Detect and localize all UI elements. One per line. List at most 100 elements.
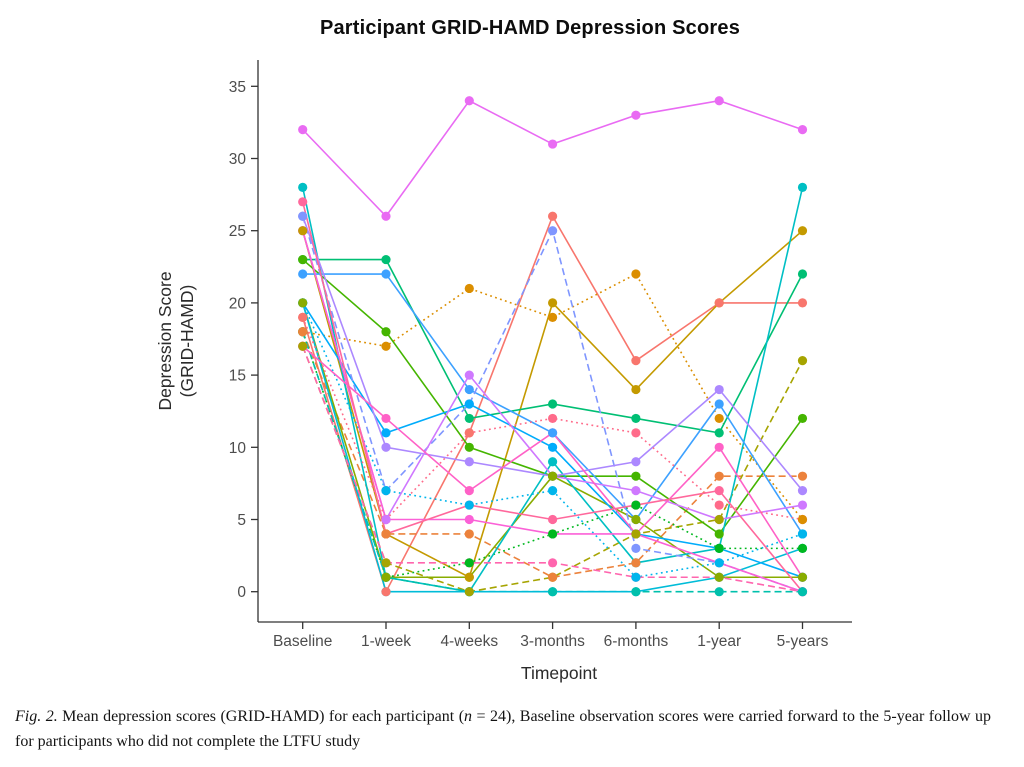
data-point-P02-5-years — [797, 471, 808, 481]
data-point-P14-3-months — [548, 442, 558, 452]
data-point-P19-Baseline — [298, 125, 308, 135]
data-point-P13-1-week — [381, 486, 391, 496]
caption-n-symbol: n — [464, 708, 473, 725]
data-point-P01-6-months — [631, 356, 641, 366]
data-point-P19-1-year — [714, 96, 724, 106]
data-point-P13-5-years — [797, 529, 808, 539]
data-point-P09-1-year — [714, 428, 724, 438]
data-point-P10-5-years — [797, 182, 808, 192]
data-point-P16-6-months — [631, 543, 641, 553]
data-point-P04-4-weeks — [464, 572, 474, 582]
data-point-P08-3-months — [548, 529, 558, 539]
y-tick-label-10: 10 — [229, 440, 247, 457]
data-point-P15-Baseline — [298, 269, 308, 279]
y-axis-title-line1: Depression Score — [155, 271, 175, 410]
data-point-P09-1-week — [381, 254, 391, 265]
caption-body-post: = 24), Baseline observation scores were … — [15, 708, 992, 750]
y-tick-label-5: 5 — [237, 512, 246, 529]
data-point-P08-6-months — [631, 500, 641, 510]
data-point-P13-3-months — [548, 486, 558, 496]
data-point-P07-4-weeks — [464, 442, 474, 452]
x-tick-label-4-weeks: 4-weeks — [440, 633, 498, 650]
data-point-P09-6-months — [631, 413, 641, 424]
data-point-P04-3-months — [548, 298, 558, 308]
data-point-P07-1-year — [714, 529, 724, 539]
data-point-P05-6-months — [631, 529, 641, 539]
data-point-P19-5-years — [797, 125, 808, 135]
data-point-P19-6-months — [631, 110, 641, 120]
data-point-P03-1-week — [381, 341, 391, 351]
data-point-P01-Baseline — [298, 312, 308, 322]
data-point-P17-4-weeks — [464, 457, 474, 467]
x-tick-label-Baseline: Baseline — [273, 633, 332, 650]
data-point-P19-3-months — [548, 139, 558, 149]
data-point-P11-5-years — [797, 587, 808, 597]
x-tick-label-1-week: 1-week — [361, 633, 411, 650]
y-tick-label-20: 20 — [229, 295, 247, 312]
data-point-P18-4-weeks — [464, 370, 474, 380]
data-point-P15-1-year — [714, 399, 724, 409]
data-point-P06-1-week — [381, 572, 391, 582]
x-tick-label-3-months: 3-months — [520, 633, 585, 650]
data-point-P05-5-years — [797, 356, 808, 366]
caption-fig-label: Fig. 2. — [15, 708, 58, 725]
x-tick-label-6-months: 6-months — [604, 633, 669, 650]
data-point-P13-1-year — [714, 558, 724, 568]
data-point-P11-1-year — [714, 587, 724, 597]
data-point-P09-4-weeks — [464, 413, 474, 424]
data-point-P18-1-week — [381, 514, 391, 525]
data-point-P02-1-week — [381, 529, 391, 539]
data-point-P03-5-years — [797, 514, 808, 525]
data-point-P23-Baseline — [298, 197, 308, 207]
data-point-P07-Baseline — [298, 254, 308, 265]
chart-svg: 0 5 10 15 20 25 30 35 Baseline 1-week 4-weeks 3-mon… — [155, 60, 852, 683]
data-point-P07-6-months — [631, 471, 641, 481]
data-point-P24-1-year — [714, 500, 724, 510]
series-line-P19 — [302, 99, 803, 218]
y-axis-title-line2: (GRID-HAMD) — [177, 285, 197, 398]
y-tick-label-30: 30 — [229, 151, 247, 168]
data-point-P06-6-months — [631, 514, 641, 525]
data-point-P02-6-months — [631, 558, 641, 568]
data-point-P13-6-months — [631, 572, 641, 582]
series-points — [298, 96, 808, 597]
y-tick-label-15: 15 — [229, 368, 246, 385]
data-point-P22-3-months — [548, 558, 558, 568]
data-point-P19-1-week — [381, 211, 391, 221]
chart-title: Participant GRID-HAMD Depression Scores — [319, 17, 741, 39]
data-point-P23-1-year — [714, 486, 724, 496]
data-point-P01-5-years — [797, 298, 808, 308]
data-point-P02-1-year — [714, 471, 724, 481]
data-point-P05-4-weeks — [464, 587, 474, 597]
data-point-P19-4-weeks — [464, 96, 474, 106]
data-point-P15-4-weeks — [464, 384, 474, 395]
data-point-P03-3-months — [548, 312, 558, 322]
data-point-P17-5-years — [797, 486, 808, 496]
x-tick-label-1-year: 1-year — [697, 633, 741, 650]
y-tick-label-0: 0 — [237, 584, 246, 601]
data-point-P14-1-week — [381, 428, 391, 438]
data-point-P06-5-years — [797, 572, 808, 582]
data-point-P04-5-years — [797, 226, 808, 236]
data-point-P05-Baseline — [298, 341, 308, 351]
data-point-P08-1-year — [714, 543, 724, 553]
data-point-P02-3-months — [548, 572, 558, 582]
data-point-P08-4-weeks — [464, 558, 474, 568]
data-point-P23-3-months — [548, 514, 558, 525]
data-point-P15-3-months — [548, 428, 558, 438]
data-point-P24-3-months — [548, 413, 558, 424]
data-point-P05-1-year — [714, 514, 724, 525]
data-point-P03-4-weeks — [464, 283, 474, 294]
data-point-P01-1-week — [381, 587, 391, 597]
caption-body-pre: Mean depression scores (GRID-HAMD) for e… — [57, 708, 465, 725]
data-point-P01-1-year — [714, 298, 724, 308]
data-point-P09-5-years — [797, 269, 808, 279]
x-axis-title: Timepoint — [521, 663, 597, 683]
data-point-P17-6-months — [631, 457, 641, 467]
data-point-P02-4-weeks — [464, 529, 474, 539]
data-point-P04-Baseline — [298, 226, 308, 236]
data-point-P03-6-months — [631, 269, 641, 279]
x-tick-label-5-years: 5-years — [777, 633, 829, 650]
data-point-P15-1-week — [381, 269, 391, 279]
